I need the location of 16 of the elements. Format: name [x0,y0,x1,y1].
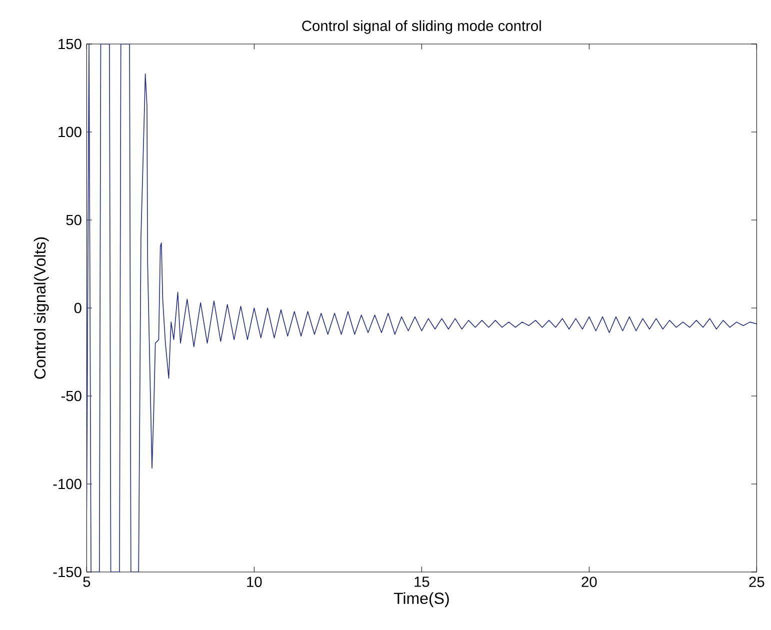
y-tick-label: 150 [58,38,82,50]
y-tick-label: -150 [53,566,82,578]
x-tick-label: 15 [414,576,430,587]
x-axis-title: Time(S) [394,592,449,608]
y-axis-title: Control signal(Volts) [34,237,49,379]
y-tick-label: -50 [61,390,82,402]
y-tick-label: 100 [58,126,82,138]
y-tick-label: 50 [66,214,82,226]
y-tick-label: 0 [74,302,82,314]
x-tick-label: 10 [247,576,262,588]
chart-title: Control signal of sliding mode control [302,20,541,34]
x-tick-label: 5 [83,576,90,587]
x-tick-label: 25 [749,576,764,588]
line-series [86,44,757,572]
y-tick-label: -100 [53,478,82,490]
x-tick-label: 20 [582,576,597,588]
